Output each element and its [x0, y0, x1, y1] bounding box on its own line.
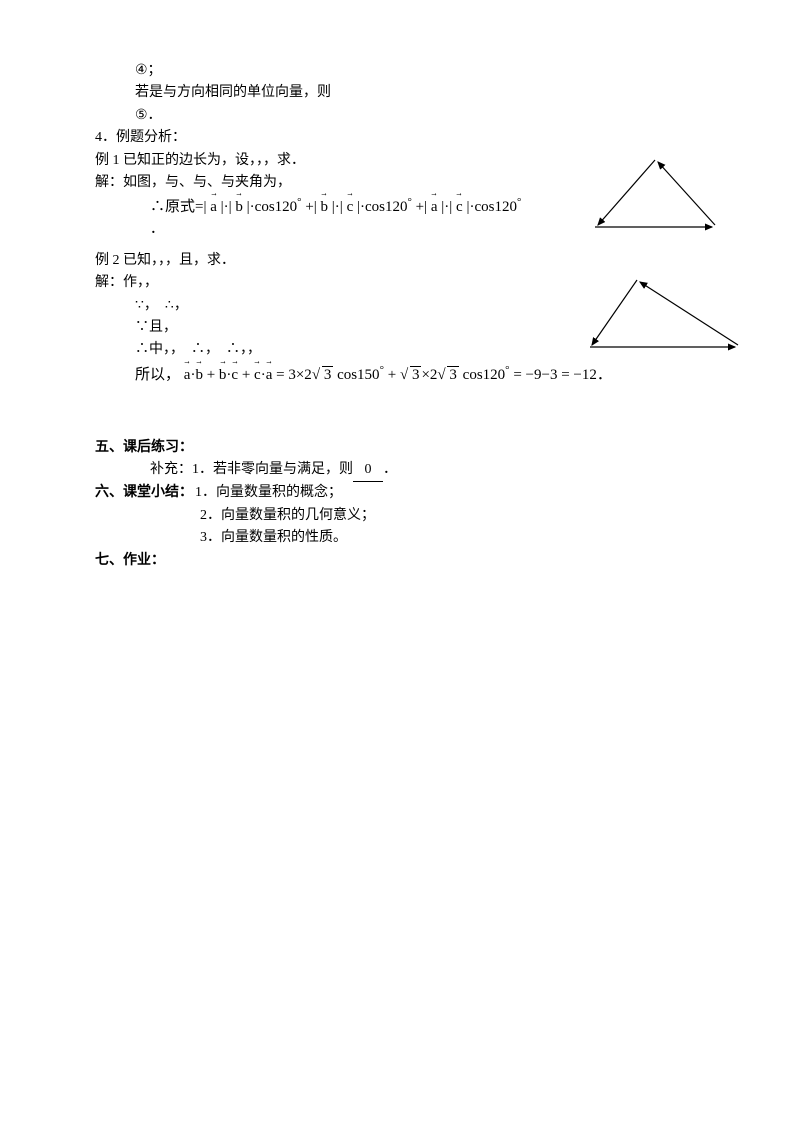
section-4-title: 4．例题分析：: [95, 127, 740, 149]
section-6-item-3: 3．向量数量积的性质。: [95, 527, 740, 549]
line-5-marker: ⑤．: [95, 105, 740, 127]
triangle-diagram-2: [585, 275, 750, 368]
section-6-item-1: 1．向量数量积的概念；: [195, 482, 342, 504]
fill-blank-answer: 0: [353, 459, 383, 482]
triangle-diagram-1: [590, 155, 730, 248]
line-4-marker: ④；: [95, 60, 740, 82]
section-6-row-1: 六、课堂小结： 1．向量数量积的概念；: [95, 482, 740, 504]
section-5-supplement: 补充：1．若非零向量与满足，则0．: [95, 459, 740, 482]
line-unit-vector: 若是与方向相同的单位向量，则: [95, 82, 740, 104]
section-6-title: 六、课堂小结：: [95, 482, 195, 504]
triangle-1-svg: [590, 155, 730, 240]
section-5-title: 五、课后练习：: [95, 437, 740, 459]
example-2-statement: 例 2 已知，，，且，求．: [95, 250, 740, 272]
triangle-2-svg: [585, 275, 750, 360]
section-6-item-2: 2．向量数量积的几何意义；: [95, 505, 740, 527]
section-7-title: 七、作业：: [95, 550, 740, 572]
